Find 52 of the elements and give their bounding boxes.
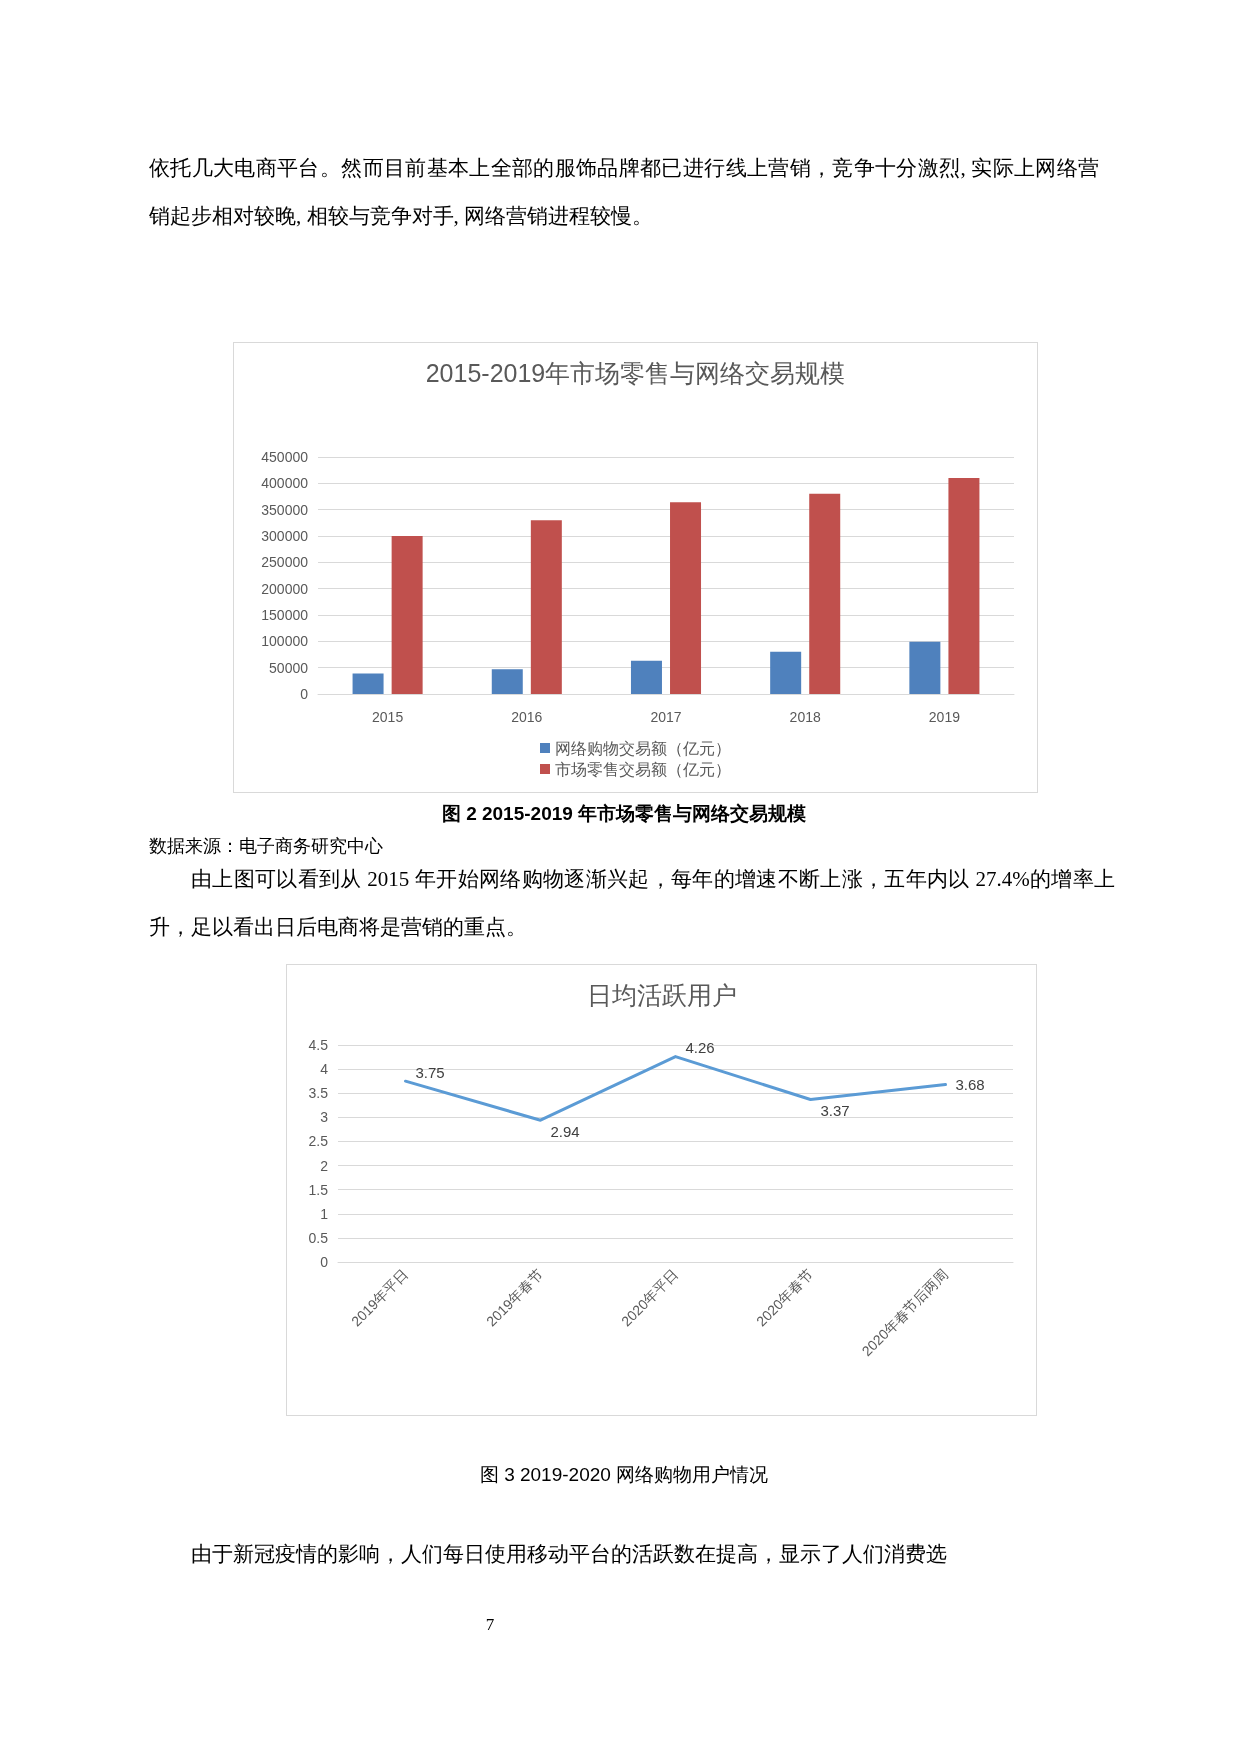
bar [630,660,662,694]
x-tick-label: 2018 [789,709,821,725]
text: 由于新冠疫情的影响，人们每日使用移动平台的活跃数在提高，显示了人们消费选 [190,1541,948,1568]
y-tick-label: 400000 [261,475,309,492]
y-tick-label: 200000 [261,580,309,597]
y-tick-label: 350000 [261,501,309,518]
y-tick-label: 1.5 [308,1181,329,1198]
text: 7 [484,1614,496,1636]
legend-label: 市场零售交易额（亿元） [555,760,731,778]
x-tick-label: 2019 [928,709,961,725]
bar [391,536,423,694]
bar [530,520,562,694]
y-tick-label: 4.5 [308,1037,329,1053]
y-tick-label: 2 [320,1157,329,1174]
bar [809,493,841,694]
chart-title: 2015-2019年市场零售与网络交易规模 [425,358,846,387]
source-note: 数据来源：电子商务研究中心 [149,835,384,858]
data-label: 2.94 [550,1122,580,1140]
bar [948,478,980,694]
text: 依托几大电商平台。然而目前基本上全部的服饰品牌都已进行线上营销，竞争十分激烈, 实际上网络营销起步相对较晚, 相较与竞争对手, 网络营销进程较慢。 [149,155,1099,230]
caption: 图 3 2019-2020 网络购物用户情况 [478,1463,770,1487]
y-tick-label: 300000 [261,528,309,544]
chart-title: 日均活跃用户 [586,980,737,1009]
x-tick-label: 2017 [650,709,682,725]
data-label: 4.26 [685,1039,715,1057]
y-tick-label: 4 [320,1061,329,1078]
bar [770,651,802,694]
y-tick-label: 0 [320,1254,329,1270]
line-series [404,1055,947,1122]
x-tick-label: 2015 [372,709,404,725]
bar [491,669,523,694]
bar [909,641,941,694]
y-tick-label: 50000 [269,659,309,676]
data-label: 3.37 [820,1101,850,1119]
y-tick-label: 3.5 [308,1085,329,1102]
y-tick-label: 450000 [261,449,309,465]
y-tick-label: 100000 [261,633,309,650]
y-tick-label: 0.5 [308,1229,329,1246]
y-tick-label: 0 [300,686,309,702]
data-label: 3.75 [415,1063,445,1081]
y-tick-label: 2.5 [308,1133,329,1150]
data-label: 3.68 [955,1076,985,1094]
bar [352,673,384,694]
text: 由上图可以看到从 2015 年开始网络购物逐渐兴起，每年的增速不断上涨，五年内以 27.4%的增率上升，足以看出日后电商将是营销的重点。 [149,866,1115,941]
x-tick-label: 2016 [511,709,543,725]
caption: 图 2 2015-2019 年市场零售与网络交易规模 [440,802,808,826]
legend-label: 网络购物交易额（亿元） [555,739,731,757]
y-tick-label: 150000 [261,607,309,623]
y-tick-label: 1 [320,1205,329,1222]
y-tick-label: 3 [320,1109,329,1126]
y-tick-label: 250000 [261,554,309,571]
bar [670,502,702,694]
